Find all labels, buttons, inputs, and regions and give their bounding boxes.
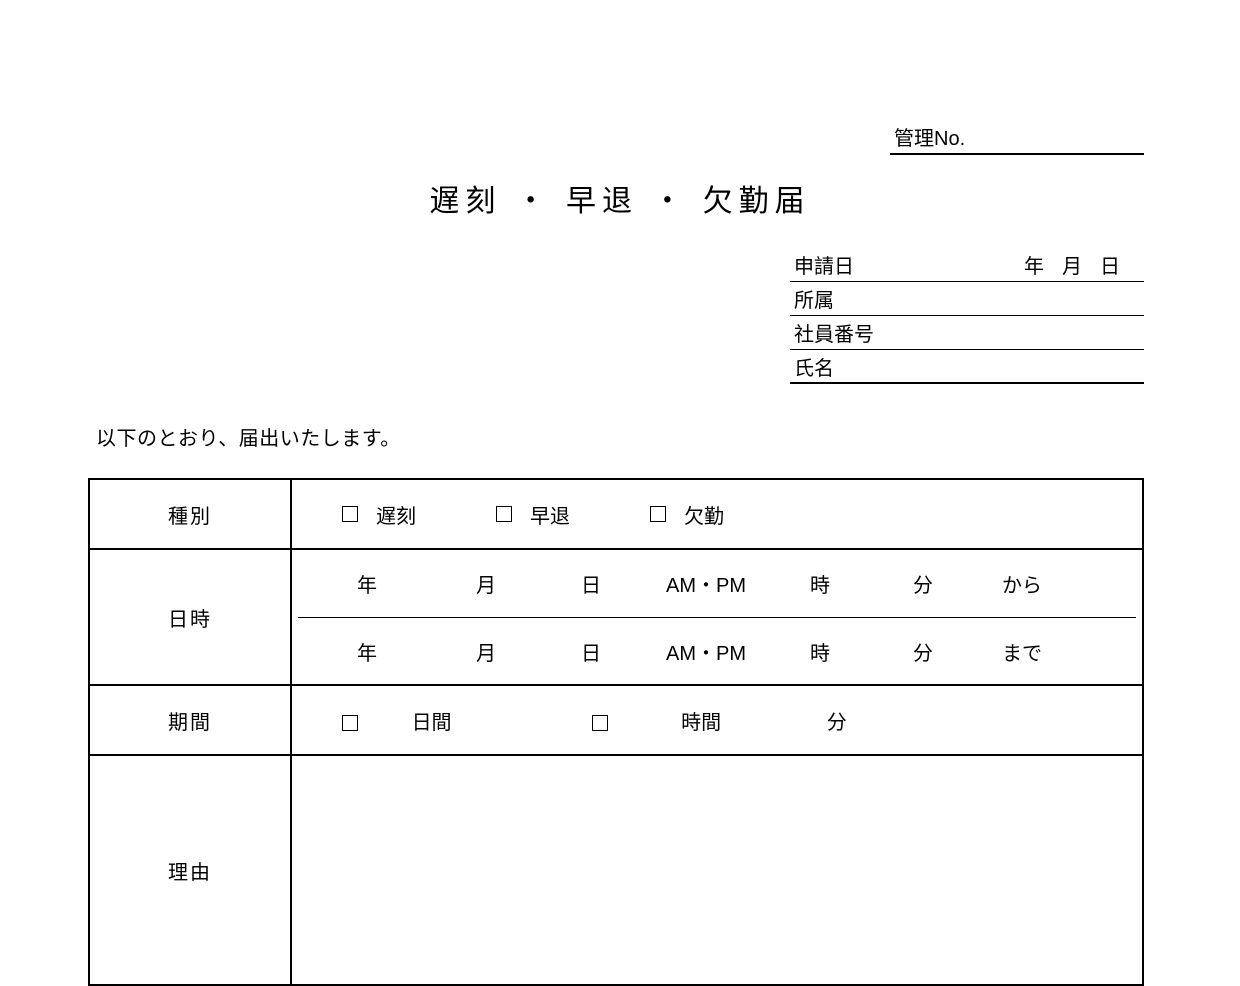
duration-header: 期間 xyxy=(89,685,291,755)
type-header: 種別 xyxy=(89,479,291,549)
lead-text: 以下のとおり、届出いたします。 xyxy=(96,422,401,451)
from-ampm: AM・PM xyxy=(646,569,766,598)
application-date-units: 年 月 日 xyxy=(1024,250,1140,279)
type-option-absent-label: 欠勤 xyxy=(684,500,724,529)
from-min-unit: 分 xyxy=(874,569,972,598)
from-year-unit: 年 xyxy=(298,569,436,598)
duration-minutes-label: 分 xyxy=(827,712,847,734)
from-hour-unit: 時 xyxy=(766,569,874,598)
management-number-label: 管理No. xyxy=(894,128,965,150)
type-option-late[interactable]: 遅刻 xyxy=(342,500,416,529)
to-min-unit: 分 xyxy=(874,637,972,666)
department-row[interactable]: 所属 xyxy=(790,282,1144,316)
duration-days-option[interactable]: 日間 xyxy=(342,706,452,735)
form-page: 管理No. 遅刻 ・ 早退 ・ 欠勤届 申請日 年 月 日 所属 社員番号 氏名… xyxy=(0,0,1240,882)
reason-header: 理由 xyxy=(89,755,291,985)
employee-number-row[interactable]: 社員番号 xyxy=(790,316,1144,350)
unit-day: 日 xyxy=(1100,250,1120,279)
checkbox-icon[interactable] xyxy=(592,715,608,731)
to-day-unit: 日 xyxy=(536,637,646,666)
reason-cell[interactable] xyxy=(291,755,1143,985)
type-option-early[interactable]: 早退 xyxy=(496,500,570,529)
duration-cell: 日間 時間 分 xyxy=(291,685,1143,755)
name-row[interactable]: 氏名 xyxy=(790,350,1144,384)
type-cell: 遅刻 早退 欠勤 xyxy=(291,479,1143,549)
to-suffix: まで xyxy=(972,637,1072,666)
to-month-unit: 月 xyxy=(436,637,536,666)
to-hour-unit: 時 xyxy=(766,637,874,666)
name-label: 氏名 xyxy=(794,352,834,381)
datetime-to-row[interactable]: 年 月 日 AM・PM 時 分 まで xyxy=(298,617,1136,684)
datetime-cell: 年 月 日 AM・PM 時 分 から 年 月 日 AM・PM 時 分 xyxy=(291,549,1143,685)
unit-month: 月 xyxy=(1062,250,1082,279)
from-month-unit: 月 xyxy=(436,569,536,598)
unit-year: 年 xyxy=(1024,250,1044,279)
duration-hours-label: 時間 xyxy=(681,712,721,734)
to-ampm: AM・PM xyxy=(646,637,766,666)
to-year-unit: 年 xyxy=(298,637,436,666)
checkbox-icon[interactable] xyxy=(650,506,666,522)
from-suffix: から xyxy=(972,569,1072,598)
department-label: 所属 xyxy=(794,284,834,313)
type-option-early-label: 早退 xyxy=(530,500,570,529)
management-number-field[interactable]: 管理No. xyxy=(890,120,1144,155)
applicant-info-block: 申請日 年 月 日 所属 社員番号 氏名 xyxy=(790,248,1144,384)
duration-time-option[interactable]: 時間 分 xyxy=(592,706,847,735)
datetime-from-row[interactable]: 年 月 日 AM・PM 時 分 から xyxy=(298,550,1136,617)
duration-days-label: 日間 xyxy=(412,712,452,734)
request-table: 種別 遅刻 早退 欠勤 xyxy=(88,478,1144,986)
application-date-row[interactable]: 申請日 年 月 日 xyxy=(790,248,1144,282)
from-day-unit: 日 xyxy=(536,569,646,598)
employee-number-label: 社員番号 xyxy=(794,318,874,347)
application-date-label: 申請日 xyxy=(794,250,854,279)
checkbox-icon[interactable] xyxy=(342,506,358,522)
datetime-header: 日時 xyxy=(89,549,291,685)
type-option-late-label: 遅刻 xyxy=(376,500,416,529)
checkbox-icon[interactable] xyxy=(496,506,512,522)
type-option-absent[interactable]: 欠勤 xyxy=(650,500,724,529)
checkbox-icon[interactable] xyxy=(342,715,358,731)
form-title: 遅刻 ・ 早退 ・ 欠勤届 xyxy=(0,176,1240,220)
